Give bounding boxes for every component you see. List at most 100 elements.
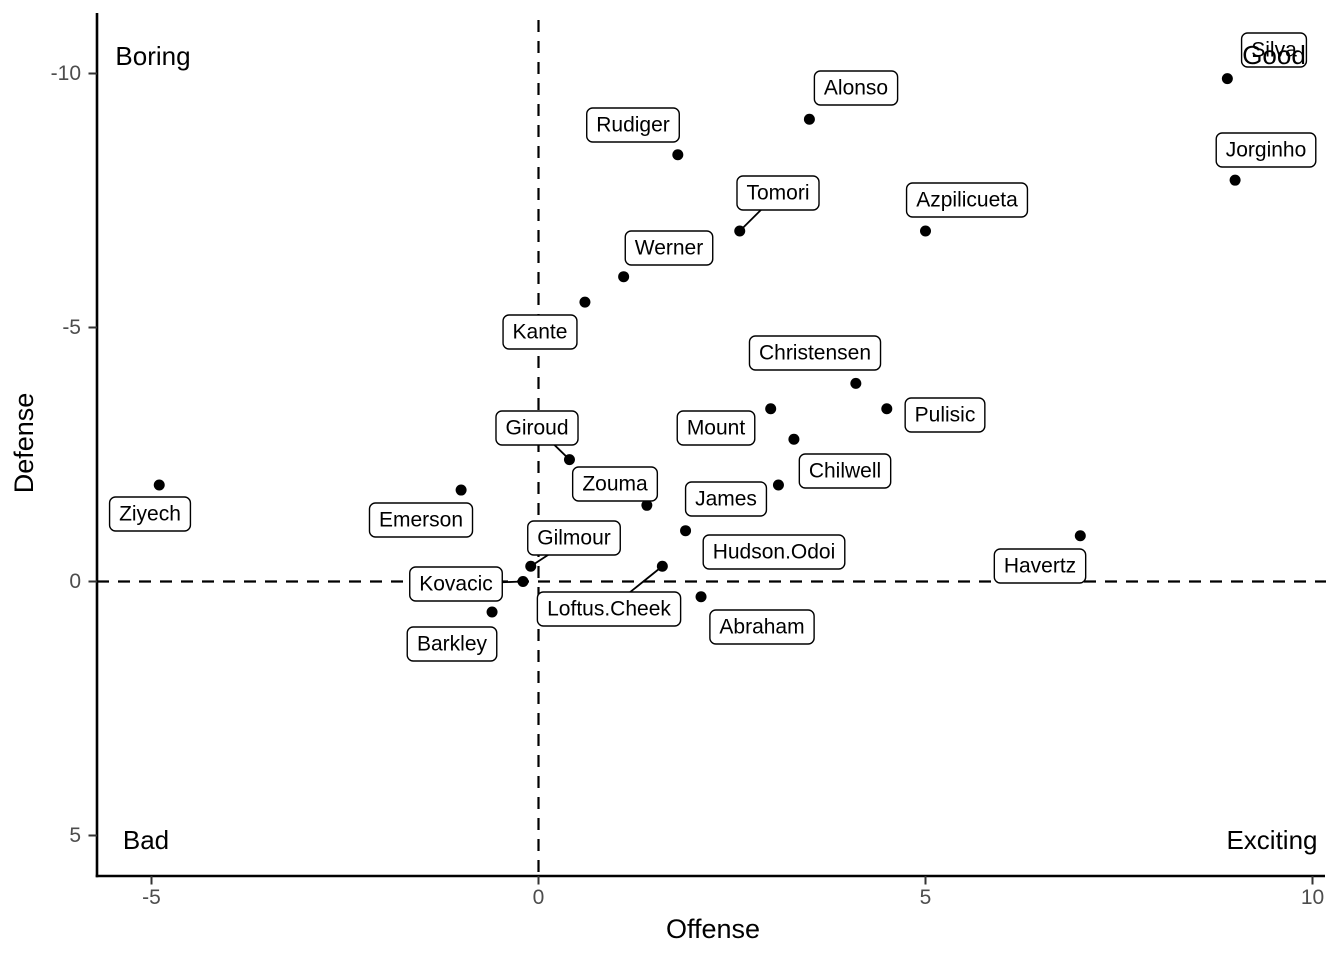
x-tick-label: 0 <box>533 886 545 909</box>
player-label-text: Alonso <box>824 77 888 100</box>
player-labels-layer: Ziyech Emerson Barkley Kovacic Gilmour Giroud… <box>108 32 1317 662</box>
point-mount <box>765 403 777 415</box>
point-silva <box>1221 73 1233 85</box>
axes-layer: -5 0 5 10 -10 -5 0 5 <box>51 13 1325 909</box>
player-label-alonso: Alonso <box>813 70 899 106</box>
point-werner <box>618 271 630 283</box>
player-label-box <box>495 410 579 446</box>
player-label-box <box>406 626 498 662</box>
player-label-box <box>702 534 846 570</box>
player-label-text: Abraham <box>719 616 804 639</box>
player-label-text: Chilwell <box>809 460 881 483</box>
point-emerson <box>455 484 467 496</box>
quadrant-label-exciting: Exciting <box>1226 825 1317 855</box>
player-label-box <box>571 466 659 502</box>
player-label-chilwell: Chilwell <box>798 453 892 489</box>
player-label-text: Pulisic <box>915 404 976 427</box>
point-barkley <box>486 606 498 618</box>
player-label-box <box>905 182 1029 218</box>
point-kante <box>579 296 591 308</box>
point-havertz <box>1074 530 1086 542</box>
player-label-box <box>748 335 882 371</box>
point-loftus.cheek <box>656 560 668 572</box>
player-label-text: Silva <box>1251 39 1297 62</box>
player-label-jorginho: Jorginho <box>1215 132 1317 168</box>
point-gilmour <box>525 560 537 572</box>
y-tick-label: 0 <box>69 570 81 593</box>
point-abraham <box>695 591 707 603</box>
player-label-text: Zouma <box>582 473 648 496</box>
player-label-emerson: Emerson <box>368 502 474 538</box>
player-label-box <box>709 609 815 645</box>
player-label-box <box>409 566 503 602</box>
quadrant-labels-layer: Boring Good Bad Exciting <box>115 40 1317 855</box>
y-tick-label: 5 <box>69 824 81 847</box>
player-label-text: Rudiger <box>596 114 670 137</box>
data-points-layer <box>153 73 1241 618</box>
point-zouma <box>641 499 653 511</box>
player-label-text: Azpilicueta <box>916 189 1018 212</box>
player-label-box <box>536 591 682 627</box>
point-tomori <box>734 225 746 237</box>
x-tick-label: 10 <box>1301 886 1324 909</box>
player-label-gilmour: Gilmour <box>527 520 621 556</box>
player-label-box <box>368 502 474 538</box>
point-giroud <box>563 454 575 466</box>
player-label-tomori: Tomori <box>736 175 820 211</box>
player-label-text: Kante <box>513 321 568 344</box>
player-label-pulisic: Pulisic <box>904 397 986 433</box>
x-axis-title: Offense <box>666 914 760 944</box>
player-label-text: James <box>695 488 757 511</box>
player-label-box <box>527 520 621 556</box>
player-label-azpilicueta: Azpilicueta <box>905 182 1029 218</box>
player-label-box <box>502 314 578 350</box>
player-label-text: Giroud <box>505 417 568 440</box>
player-label-box <box>993 548 1087 584</box>
player-label-barkley: Barkley <box>406 626 498 662</box>
player-label-box <box>624 230 714 266</box>
point-ziyech <box>153 479 165 491</box>
player-label-box <box>676 410 756 446</box>
player-label-box <box>813 70 899 106</box>
point-christensen <box>850 377 862 389</box>
player-label-hudson.odoi: Hudson.Odoi <box>702 534 846 570</box>
y-tick-label: -10 <box>51 62 81 85</box>
x-tick-label: 5 <box>920 886 932 909</box>
player-label-box <box>736 175 820 211</box>
player-label-text: Havertz <box>1004 555 1076 578</box>
player-label-loftus.cheek: Loftus.Cheek <box>536 591 682 627</box>
player-label-box <box>904 397 986 433</box>
player-label-abraham: Abraham <box>709 609 815 645</box>
player-label-box <box>108 496 192 532</box>
player-label-text: Hudson.Odoi <box>713 541 836 564</box>
point-pulisic <box>881 403 893 415</box>
point-kovacic <box>517 576 529 587</box>
player-label-text: Loftus.Cheek <box>547 598 671 621</box>
player-label-werner: Werner <box>624 230 714 266</box>
point-jorginho <box>1229 174 1241 186</box>
player-label-box <box>798 453 892 489</box>
player-label-kante: Kante <box>502 314 578 350</box>
quadrant-label-bad: Bad <box>123 825 169 855</box>
quadrant-label-good: Good <box>1242 40 1306 70</box>
x-tick-label: -5 <box>142 886 161 909</box>
y-tick-label: -5 <box>62 316 81 339</box>
player-label-box <box>1215 132 1317 168</box>
player-label-text: Tomori <box>746 182 809 205</box>
point-rudiger <box>672 149 684 161</box>
player-label-text: Christensen <box>759 342 871 365</box>
player-label-box <box>1240 32 1308 68</box>
point-chilwell <box>788 433 800 445</box>
player-label-text: Gilmour <box>537 527 611 550</box>
player-label-zouma: Zouma <box>571 466 659 502</box>
point-james <box>772 479 784 491</box>
player-label-james: James <box>684 481 768 517</box>
point-azpilicueta <box>920 225 931 237</box>
player-label-text: Barkley <box>417 633 488 656</box>
player-label-box <box>586 107 680 143</box>
y-axis-title: Defense <box>9 393 39 494</box>
player-label-havertz: Havertz <box>993 548 1087 584</box>
player-label-text: Werner <box>635 237 703 260</box>
